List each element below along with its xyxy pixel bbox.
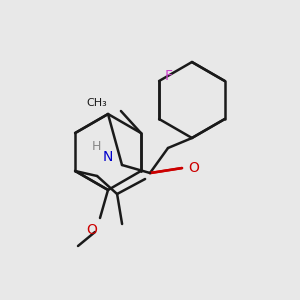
Text: F: F [165,69,173,83]
Text: O: O [189,161,200,175]
Text: CH₃: CH₃ [86,98,107,108]
Text: O: O [87,223,98,237]
Text: H: H [91,140,101,154]
Text: N: N [103,150,113,164]
